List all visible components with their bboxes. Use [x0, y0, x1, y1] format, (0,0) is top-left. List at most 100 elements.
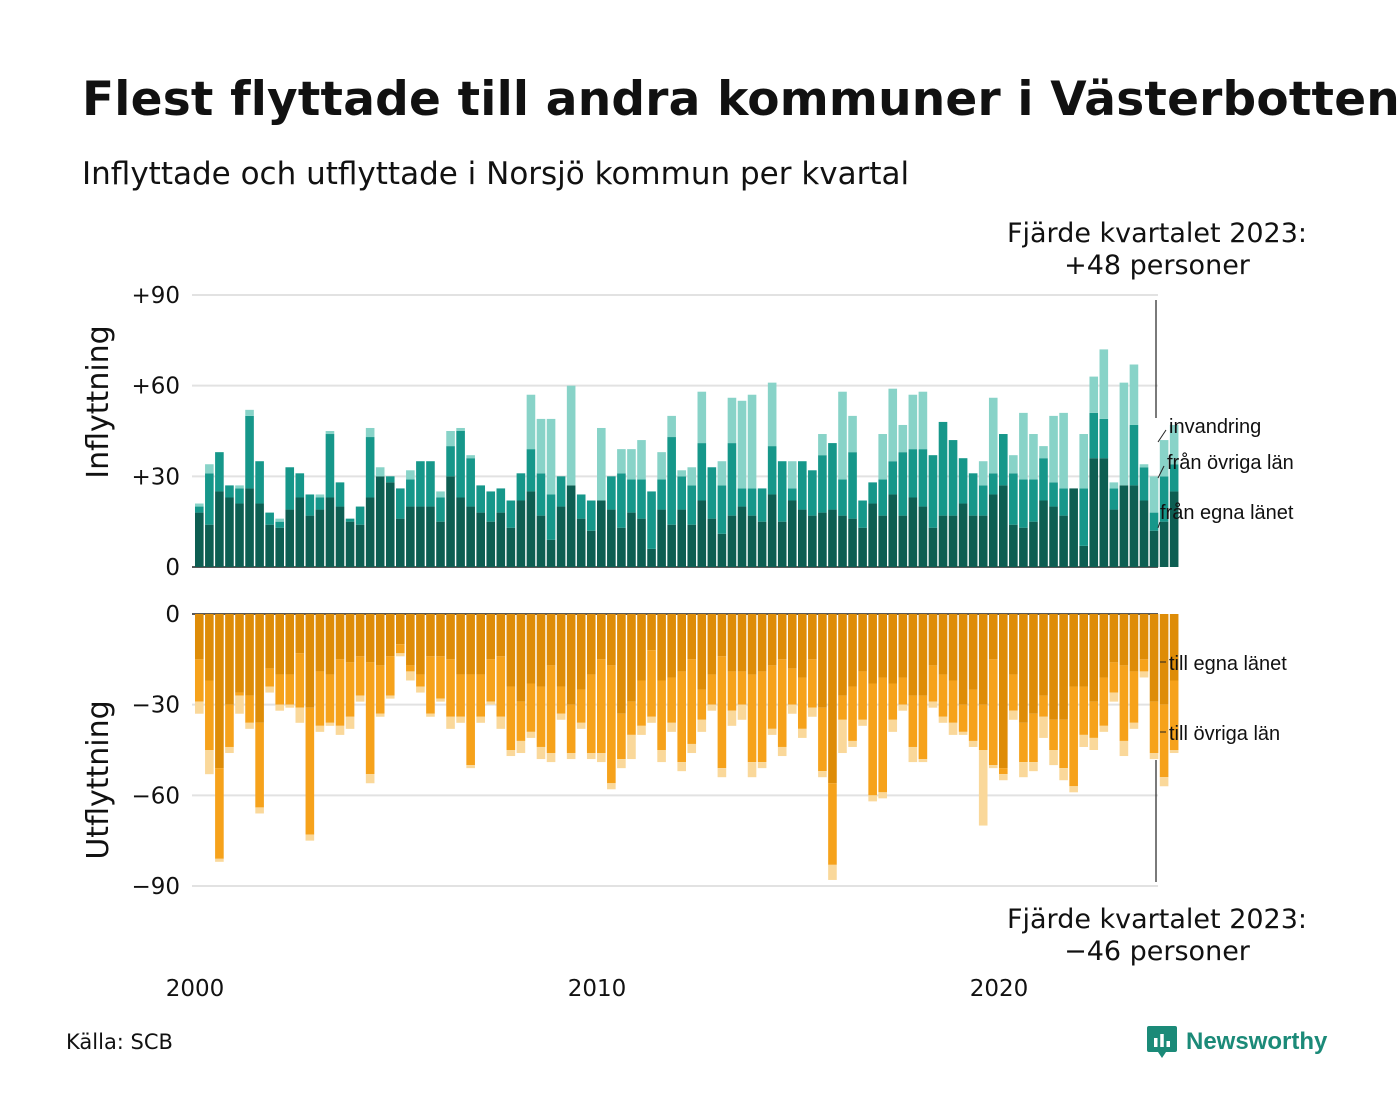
bar-in-own-county — [315, 509, 325, 567]
bar-out-other-counties — [516, 701, 526, 741]
bar-in-other-counties — [1029, 479, 1038, 522]
bar-in-other-counties — [1099, 418, 1109, 459]
bar-in-own-county — [526, 491, 536, 567]
bar-in-own-county — [1069, 488, 1078, 567]
bar-out-other-counties — [1009, 674, 1018, 711]
bar-in-own-county — [818, 512, 827, 567]
bar-in-other-counties — [335, 482, 345, 507]
bar-in-immigration — [375, 467, 385, 477]
bar-out-emigration — [1149, 753, 1159, 760]
bar-out-own-county — [787, 614, 797, 669]
bar-out-other-counties — [265, 668, 274, 687]
bar-out-own-county — [1079, 614, 1088, 687]
bar-out-own-county — [476, 614, 485, 675]
bar-out-emigration — [908, 746, 918, 763]
bar-in-other-counties — [1049, 482, 1058, 507]
bar-out-own-county — [1109, 614, 1119, 663]
bar-out-other-counties — [677, 671, 686, 763]
bar-out-own-county — [838, 614, 847, 696]
bar-out-own-county — [928, 614, 938, 666]
bar-out-other-counties — [496, 656, 506, 717]
bar-in-other-counties — [808, 470, 817, 516]
bar-in-other-counties — [466, 458, 475, 507]
bar-out-other-counties — [828, 783, 837, 865]
bar-in-other-counties — [205, 473, 214, 525]
bar-out-emigration — [667, 722, 676, 732]
bar-in-immigration — [456, 427, 465, 431]
series-labels: invandring från övriga län från egna länet… — [1157, 416, 1294, 745]
bar-in-own-county — [325, 497, 335, 567]
bar-in-other-counties — [1039, 458, 1048, 501]
bar-out-other-counties — [556, 686, 566, 714]
bar-out-emigration — [195, 701, 204, 714]
bar-in-own-county — [1019, 527, 1028, 567]
bar-out-emigration — [928, 701, 938, 708]
bar-out-own-county — [908, 614, 918, 696]
bar-in-other-counties — [526, 449, 536, 492]
bar-in-other-counties — [295, 473, 305, 498]
bar-in-own-county — [355, 524, 365, 567]
bar-in-own-county — [265, 524, 274, 567]
bar-out-emigration — [787, 704, 797, 714]
bar-out-other-counties — [868, 683, 877, 796]
bar-in-own-county — [496, 512, 506, 567]
bar-out-other-counties — [576, 689, 586, 723]
bar-in-own-county — [908, 497, 918, 567]
x-tick-label: 2020 — [970, 976, 1029, 1002]
bar-in-own-county — [426, 506, 435, 567]
bar-out-own-county — [1129, 614, 1139, 672]
y-tick-label-out: −60 — [131, 783, 180, 809]
bar-in-own-county — [235, 503, 244, 567]
bar-out-other-counties — [657, 680, 666, 750]
bar-out-other-counties — [566, 704, 576, 754]
source-note: Källa: SCB — [66, 1030, 173, 1054]
bar-out-own-county — [808, 614, 817, 660]
bar-out-other-counties — [1099, 677, 1109, 726]
bar-in-own-county — [546, 539, 556, 567]
bar-out-own-county — [988, 614, 998, 660]
bar-in-own-county — [345, 521, 355, 567]
bar-out-own-county — [918, 614, 928, 696]
bar-in-other-counties — [667, 437, 676, 525]
bar-in-immigration — [787, 461, 797, 489]
bar-in-other-counties — [868, 482, 877, 504]
bar-out-emigration — [526, 731, 536, 738]
bar-out-emigration — [446, 716, 455, 729]
bar-out-own-county — [1009, 614, 1018, 675]
bar-in-own-county — [436, 521, 445, 567]
bar-in-other-counties — [315, 497, 325, 510]
bar-out-emigration — [436, 698, 445, 702]
bar-in-other-counties — [617, 473, 626, 528]
bar-out-other-counties — [1149, 701, 1159, 754]
bar-in-immigration — [446, 431, 455, 447]
bar-out-own-county — [627, 614, 636, 702]
y-tick-label-in: +30 — [131, 464, 180, 490]
series-label-out-own-county: till egna länet — [1169, 653, 1287, 675]
bar-out-other-counties — [948, 680, 958, 723]
bar-in-own-county — [657, 509, 666, 567]
bar-in-own-county — [808, 515, 817, 567]
bar-out-own-county — [195, 614, 204, 660]
bar-in-immigration — [1139, 464, 1149, 468]
bar-out-other-counties — [1129, 671, 1139, 723]
bar-out-own-county — [1089, 614, 1099, 702]
bar-out-emigration — [617, 759, 626, 769]
bar-out-own-county — [1019, 614, 1028, 723]
bar-out-emigration — [647, 716, 656, 723]
bar-out-emigration — [707, 704, 717, 711]
bar-in-own-county — [858, 527, 867, 567]
bar-out-own-county — [295, 614, 305, 654]
bar-out-other-counties — [335, 659, 345, 726]
bar-out-emigration — [275, 704, 284, 711]
bar-in-other-counties — [436, 497, 445, 522]
bar-in-other-counties — [1159, 476, 1169, 522]
bar-out-emigration — [1109, 692, 1119, 702]
bar-in-own-county — [928, 527, 938, 567]
bar-in-own-county — [1049, 506, 1058, 567]
bar-out-emigration — [546, 753, 556, 763]
bar-in-other-counties — [918, 449, 928, 507]
bar-in-own-county — [335, 506, 345, 567]
bar-out-other-counties — [315, 671, 325, 726]
bar-in-other-counties — [1059, 488, 1068, 516]
